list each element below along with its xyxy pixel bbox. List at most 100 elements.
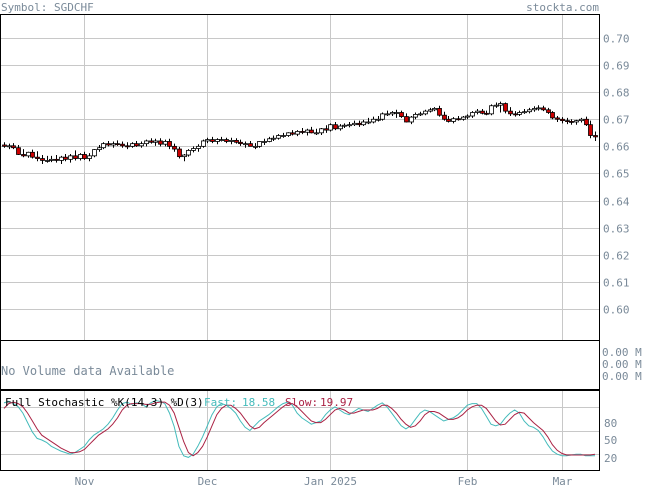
candle <box>11 143 16 150</box>
candle-body <box>451 118 456 122</box>
candle <box>281 132 286 138</box>
candle <box>35 151 40 162</box>
candle <box>82 151 87 160</box>
price-panel: 0.70 0.69 0.68 0.67 0.66 0.65 0.64 0.63 0.62 0.61… <box>0 14 630 341</box>
candle-body <box>465 115 470 118</box>
price-axis: 0.70 0.69 0.68 0.67 0.66 0.65 0.64 0.63 0.62 0.61… <box>603 33 630 317</box>
candle-body <box>347 124 352 127</box>
candle-body <box>418 113 423 116</box>
candle <box>584 116 589 127</box>
volume-axis-label: 0.00 M <box>602 370 642 383</box>
candle-body <box>234 139 239 143</box>
site-name[interactable]: stockta.com <box>526 1 599 14</box>
price-axis-label: 0.60 <box>603 304 630 317</box>
candle <box>338 124 343 131</box>
candle <box>224 137 229 144</box>
candle <box>470 111 475 118</box>
candle <box>352 120 357 127</box>
candle <box>158 138 163 147</box>
candle-body <box>550 112 555 119</box>
candle <box>253 143 258 150</box>
site-link[interactable]: stockta.com <box>526 1 599 14</box>
candle-body <box>267 138 272 142</box>
candle <box>456 116 461 121</box>
candle-body <box>494 104 499 107</box>
time-axis: Nov Dec Jan 2025 Feb Mar <box>75 475 573 486</box>
candle <box>54 155 59 163</box>
time-axis-label: Feb <box>458 475 478 486</box>
candle-body <box>522 111 527 114</box>
candle-body <box>328 124 333 131</box>
candle-body <box>324 128 329 131</box>
candle-body <box>555 117 560 120</box>
candle-body <box>361 121 366 126</box>
candle-body <box>342 124 347 127</box>
candle <box>106 140 111 147</box>
candle-body <box>508 110 513 115</box>
price-axis-label: 0.62 <box>603 250 630 263</box>
candle-body <box>49 158 54 161</box>
candle <box>574 119 579 125</box>
candle <box>446 116 451 123</box>
candle-body <box>517 112 522 115</box>
candle-body <box>338 125 343 130</box>
candle-body <box>97 147 102 151</box>
candle <box>238 139 243 146</box>
volume-frame <box>0 340 600 390</box>
candle <box>347 121 352 128</box>
candle-body <box>205 139 210 142</box>
stochastic-axis-label: 80 <box>604 417 617 430</box>
volume-axis-label: 0.00 M <box>602 346 642 359</box>
candle-body <box>309 129 314 134</box>
stochastic-lines <box>3 399 596 458</box>
candle-body <box>167 141 172 147</box>
candle <box>314 128 319 135</box>
candle <box>16 145 21 156</box>
price-axis-label: 0.63 <box>603 223 630 236</box>
price-grid <box>0 15 600 340</box>
candle <box>361 119 366 127</box>
candle-body <box>413 113 418 118</box>
candle <box>40 155 45 164</box>
candle-body <box>489 105 494 115</box>
candle <box>97 145 102 152</box>
candle-body <box>219 139 224 141</box>
candle <box>290 130 295 136</box>
candle-body <box>333 124 338 130</box>
candle-body <box>238 141 243 145</box>
candle-body <box>314 132 319 135</box>
candle <box>45 155 50 163</box>
candle-body <box>243 143 248 146</box>
candle <box>276 134 281 140</box>
candle-body <box>376 118 381 121</box>
candle-body <box>484 112 489 115</box>
candle <box>248 140 253 147</box>
candle <box>342 123 347 128</box>
candle <box>120 141 125 148</box>
candle-body <box>366 121 371 124</box>
candle-body <box>153 140 158 143</box>
candle-body <box>357 122 362 126</box>
candle <box>565 117 570 125</box>
candle-body <box>380 113 385 120</box>
price-axis-label: 0.69 <box>603 60 630 73</box>
candle-body <box>45 160 50 162</box>
candle <box>210 136 215 144</box>
candle <box>442 111 447 121</box>
candle <box>167 138 172 150</box>
candle <box>503 102 508 114</box>
candle <box>262 138 267 145</box>
candle <box>428 107 433 113</box>
candle-body <box>541 107 546 111</box>
candle <box>92 149 97 158</box>
candle <box>73 150 78 161</box>
candle-body <box>300 131 305 133</box>
candle-body <box>404 116 409 123</box>
candle <box>144 139 149 147</box>
candle <box>404 113 409 123</box>
candle-body <box>191 148 196 151</box>
candle <box>305 128 310 136</box>
price-axis-label: 0.70 <box>603 33 630 46</box>
candle <box>588 120 593 139</box>
candle-body <box>461 116 466 120</box>
